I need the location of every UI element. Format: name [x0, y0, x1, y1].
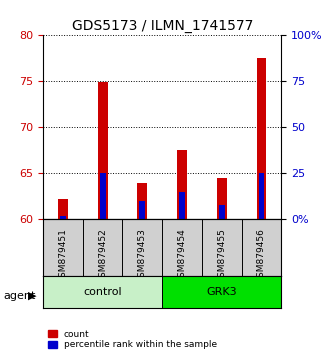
- Bar: [179, 192, 185, 219]
- Bar: [98, 82, 108, 219]
- Text: GSM879455: GSM879455: [217, 228, 226, 283]
- Text: GSM879452: GSM879452: [98, 228, 107, 283]
- Bar: [259, 173, 264, 219]
- Text: ▶: ▶: [28, 291, 37, 301]
- Legend: count, percentile rank within the sample: count, percentile rank within the sample: [48, 330, 217, 349]
- FancyBboxPatch shape: [162, 276, 281, 308]
- Text: GSM879451: GSM879451: [58, 228, 68, 283]
- Text: GSM879456: GSM879456: [257, 228, 266, 283]
- Bar: [257, 58, 266, 219]
- Text: control: control: [83, 287, 122, 297]
- FancyBboxPatch shape: [43, 276, 162, 308]
- Text: agent: agent: [3, 291, 36, 301]
- Bar: [217, 178, 227, 219]
- Bar: [58, 199, 68, 219]
- Bar: [100, 173, 106, 219]
- Bar: [60, 216, 66, 219]
- Title: GDS5173 / ILMN_1741577: GDS5173 / ILMN_1741577: [71, 19, 253, 33]
- Text: GSM879453: GSM879453: [138, 228, 147, 283]
- Text: GRK3: GRK3: [207, 287, 237, 297]
- Text: GSM879454: GSM879454: [177, 228, 187, 283]
- Bar: [139, 201, 145, 219]
- Bar: [177, 150, 187, 219]
- Bar: [219, 205, 225, 219]
- Bar: [137, 183, 147, 219]
